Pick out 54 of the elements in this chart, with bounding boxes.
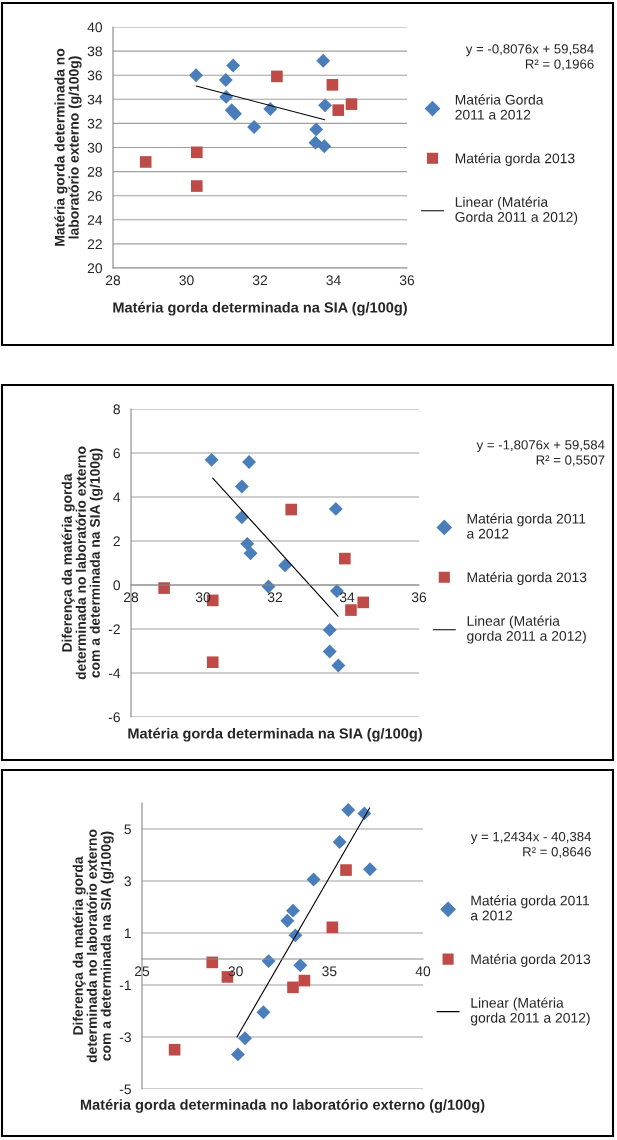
- x-tick-label: 34: [326, 275, 341, 286]
- x-tick-label: 32: [267, 592, 283, 603]
- legend-label: Matéria gorda 2013: [467, 571, 587, 585]
- y-axis-title: Matéria gorda determinada no laboratório externo (g/100g): [54, 48, 82, 246]
- x-tick-label: 40: [415, 966, 431, 977]
- y-axis-title: Diferença da matéria gorda determinada no laboratório externo com a determinada na SIA (g/100g): [72, 829, 114, 1063]
- x-axis-title: Matéria gorda determinada no laboratório externo (g/100g): [80, 1099, 485, 1113]
- y-tick-label: 3: [124, 876, 131, 887]
- y-tick-label: 36: [87, 70, 102, 81]
- y-tick-label: -5: [119, 1084, 131, 1095]
- text: y = -1,8076x + 59,584 R² = 0,5507: [476, 440, 605, 467]
- text: y = -0,8076x + 59,584 R² = 0,1966: [465, 44, 594, 71]
- x-axis-title: Matéria gorda determinada na SIA (g/100g): [128, 727, 422, 742]
- y-tick-label: 0: [113, 580, 121, 591]
- x-tick-label: 30: [228, 966, 243, 977]
- text: y = 1,2434x - 40,384 R² = 0,8646: [470, 831, 592, 859]
- x-tick-label: 32: [252, 275, 268, 286]
- y-tick-label: -6: [108, 712, 120, 723]
- x-axis-title: Matéria gorda determinada na SIA (g/100g): [113, 301, 407, 316]
- y-tick-label: 20: [87, 263, 103, 274]
- y-tick-label: 6: [113, 448, 120, 459]
- y-tick-label: 5: [124, 824, 131, 835]
- y-tick-label: 1: [124, 928, 131, 939]
- legend-label: Matéria gorda 2013: [455, 152, 575, 167]
- y-tick-label: 38: [87, 46, 102, 57]
- y-axis-title: Diferença da matéria gorda determinada no laboratório externo com a determinada na SIA (g/100g): [61, 446, 103, 680]
- y-tick-label: 26: [87, 191, 102, 201]
- y-tick-label: 28: [87, 166, 102, 177]
- y-tick-label: 34: [87, 94, 103, 105]
- legend-label: Matéria gorda 2013: [471, 953, 591, 967]
- y-tick-label: -4: [108, 668, 121, 679]
- y-tick-label: -2: [108, 624, 120, 635]
- y-tick-label: -1: [119, 980, 131, 991]
- y-tick-label: -3: [119, 1032, 131, 1043]
- legend-label: Linear (Matéria gorda 2011 a 2012): [470, 997, 590, 1026]
- legend-label: Linear (Matéria Gorda 2011 a 2012): [455, 196, 578, 225]
- y-tick-label: 30: [87, 142, 103, 153]
- legend-label: Linear (Matéria gorda 2011 a 2012): [467, 615, 586, 644]
- y-tick-label: 40: [87, 22, 103, 33]
- x-tick-label: 25: [134, 966, 150, 977]
- x-tick-label: 36: [399, 275, 415, 286]
- y-tick-label: 32: [87, 118, 102, 129]
- x-tick-label: 30: [179, 275, 194, 286]
- legend-label: Matéria Gorda 2011 a 2012: [455, 94, 544, 120]
- legend-label: Matéria gorda 2011 a 2012: [470, 895, 590, 921]
- y-tick-label: 4: [113, 492, 121, 503]
- y-tick-label: 2: [113, 536, 120, 547]
- legend-label: Matéria gorda 2011 a 2012: [467, 513, 586, 539]
- y-tick-label: 8: [113, 404, 120, 415]
- x-tick-label: 35: [322, 966, 337, 977]
- x-tick-label: 34: [339, 592, 355, 603]
- y-tick-label: 24: [87, 215, 103, 225]
- y-tick-label: 22: [87, 239, 102, 249]
- x-tick-label: 36: [411, 592, 427, 603]
